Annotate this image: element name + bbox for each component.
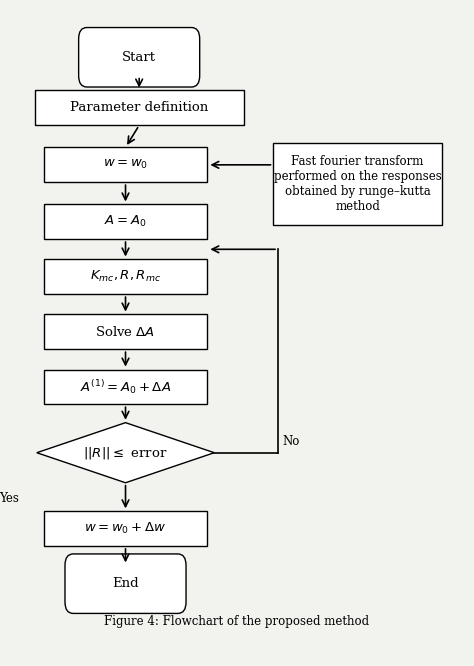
Polygon shape [37, 423, 214, 483]
Text: Parameter definition: Parameter definition [70, 101, 208, 115]
Text: No: No [283, 435, 300, 448]
Text: Start: Start [122, 51, 156, 64]
FancyBboxPatch shape [44, 314, 208, 349]
FancyBboxPatch shape [44, 260, 208, 294]
FancyBboxPatch shape [44, 370, 208, 404]
FancyBboxPatch shape [44, 511, 208, 546]
Text: Figure 4: Flowchart of the proposed method: Figure 4: Flowchart of the proposed meth… [104, 615, 370, 628]
FancyBboxPatch shape [44, 147, 208, 182]
FancyBboxPatch shape [273, 143, 442, 225]
Text: $w = w_0$: $w = w_0$ [103, 159, 148, 171]
Text: End: End [112, 577, 139, 590]
Text: $w = w_0 + \Delta w$: $w = w_0 + \Delta w$ [84, 521, 167, 536]
Text: $A = A_0$: $A = A_0$ [104, 214, 146, 229]
Text: Yes: Yes [0, 492, 18, 505]
Text: Fast fourier transform
performed on the responses
obtained by runge–kutta
method: Fast fourier transform performed on the … [273, 155, 441, 213]
FancyBboxPatch shape [79, 27, 200, 87]
Text: $A^{(1)} = A_0 + \Delta A$: $A^{(1)} = A_0 + \Delta A$ [80, 378, 171, 396]
Text: Solve $\Delta A$: Solve $\Delta A$ [95, 325, 155, 339]
FancyBboxPatch shape [65, 554, 186, 613]
FancyBboxPatch shape [35, 91, 244, 125]
FancyBboxPatch shape [44, 204, 208, 239]
Text: $K_{mc}, R, R_{mc}$: $K_{mc}, R, R_{mc}$ [90, 269, 161, 284]
Text: $||R|| \leq$ error: $||R|| \leq$ error [83, 445, 168, 461]
